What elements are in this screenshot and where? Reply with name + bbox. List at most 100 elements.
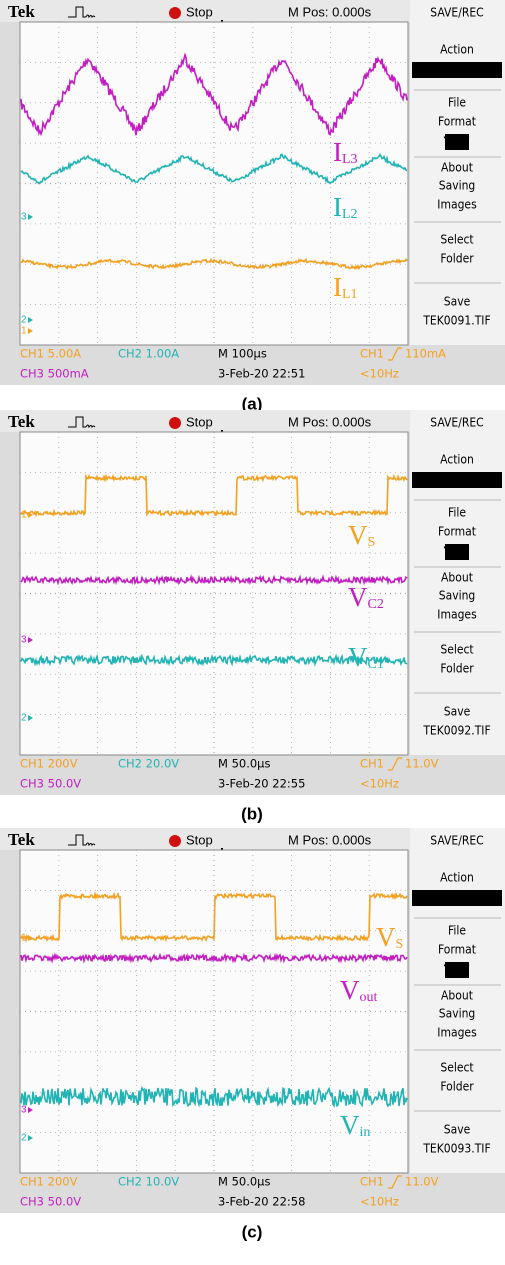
scope-panel: Tek Stop M Pos: 0.000sIL3IL2IL1321SAVE/REC… xyxy=(0,0,505,413)
menu-label: File xyxy=(448,924,466,938)
menu-value: TEK0091.TIF xyxy=(422,314,490,328)
readout: CH2 1.00A xyxy=(118,347,179,361)
waveform xyxy=(20,257,408,271)
menu-label: Saving xyxy=(439,589,476,603)
position: M Pos: 0.000s xyxy=(288,832,372,847)
readout: <10Hz xyxy=(360,367,399,381)
trace-sub: out xyxy=(360,990,378,1005)
top-bar xyxy=(0,410,410,432)
readout: <10Hz xyxy=(360,1195,399,1209)
readout: CH3 50.0V xyxy=(20,1195,81,1209)
brand: Tek xyxy=(8,2,35,21)
channel-marker: 1 xyxy=(21,933,27,944)
trace-sub: C2 xyxy=(368,597,384,612)
status: Stop xyxy=(186,832,213,847)
marker-arrow xyxy=(28,328,33,334)
readout: 3-Feb-20 22:55 xyxy=(218,777,305,791)
position: M Pos: 0.000s xyxy=(288,4,372,19)
scope-panel: Tek Stop M Pos: 0.000sVSVoutVin132SAVE/REC… xyxy=(0,828,505,1241)
marker-arrow xyxy=(28,1107,33,1113)
menu-value: TIFF xyxy=(444,135,470,149)
marker-arrow xyxy=(28,317,33,323)
menu-label: Select xyxy=(440,643,473,657)
trace-name: I xyxy=(333,192,342,222)
slope-icon xyxy=(388,347,402,361)
menu-value: TEK0092.TIF xyxy=(422,724,490,738)
menu-label: File xyxy=(448,96,466,110)
brand: Tek xyxy=(8,412,35,431)
channel-marker: 2 xyxy=(21,315,27,326)
trace-sub: L2 xyxy=(342,207,358,222)
screen xyxy=(19,849,409,1174)
readout: CH2 20.0V xyxy=(118,757,179,771)
menu-label: About xyxy=(441,989,473,1003)
menu-label: Format xyxy=(438,525,476,539)
channel-marker: 3 xyxy=(21,635,27,646)
trace-name: V xyxy=(376,922,396,952)
marker-arrow xyxy=(28,214,33,220)
stop-dot xyxy=(169,7,181,19)
waveform xyxy=(20,653,408,668)
readout: 110mA xyxy=(405,347,446,361)
readout: CH1 5.00A xyxy=(20,347,81,361)
trace-sub: L3 xyxy=(342,152,358,167)
menu-value: TIFF xyxy=(444,545,470,559)
trace-name: I xyxy=(333,137,342,167)
trace-label: Vin xyxy=(340,1110,370,1140)
menu-label: Save xyxy=(444,295,471,309)
waveform xyxy=(20,890,408,943)
status: Stop xyxy=(186,414,213,429)
marker-arrow xyxy=(28,935,33,941)
menu-value: Save Image xyxy=(425,63,489,77)
menu-label: Action xyxy=(440,871,474,885)
menu-title: SAVE/REC xyxy=(430,6,483,20)
status: Stop xyxy=(186,4,213,19)
menu-label: Folder xyxy=(440,1080,474,1094)
menu-value: Save Image xyxy=(425,473,489,487)
menu-label: Folder xyxy=(440,662,474,676)
trace-label: VS xyxy=(348,520,375,550)
readout: CH1 xyxy=(360,1175,384,1189)
trigger-icon xyxy=(68,416,96,429)
trace-label: Vout xyxy=(340,975,378,1005)
channel-marker: 1 xyxy=(21,326,27,337)
waveform xyxy=(20,952,408,964)
trace-name: V xyxy=(340,975,360,1005)
screen xyxy=(19,431,409,756)
menu-value: Save Image xyxy=(425,891,489,905)
readout: 3-Feb-20 22:58 xyxy=(218,1195,305,1209)
waveform xyxy=(20,574,408,586)
menu-label: Images xyxy=(437,608,477,622)
stop-dot xyxy=(169,417,181,429)
channel-marker: 1 xyxy=(21,510,27,521)
menu-value: TEK0093.TIF xyxy=(422,1142,490,1156)
menu-label: Select xyxy=(440,1061,473,1075)
menu-label: Saving xyxy=(439,1007,476,1021)
marker-arrow xyxy=(28,1135,33,1141)
menu-bg xyxy=(410,828,505,1173)
slope-icon xyxy=(388,1175,402,1189)
menu-value-bg xyxy=(412,890,502,906)
menu-label: Action xyxy=(440,453,474,467)
trace-sub: in xyxy=(360,1125,371,1140)
trace-name: V xyxy=(348,642,368,672)
channel-marker: 2 xyxy=(21,1133,27,1144)
menu-bg xyxy=(410,410,505,755)
readout: CH3 50.0V xyxy=(20,777,81,791)
waveform xyxy=(20,473,408,518)
menu-title: SAVE/REC xyxy=(430,834,483,848)
trace-name: V xyxy=(340,1110,360,1140)
menu-label: Images xyxy=(437,198,477,212)
menu-label: About xyxy=(441,161,473,175)
readout: 3-Feb-20 22:51 xyxy=(218,367,305,381)
waveform xyxy=(20,52,408,137)
menu-label: Save xyxy=(444,705,471,719)
menu-label: File xyxy=(448,506,466,520)
slope-icon xyxy=(388,757,402,771)
caption: (b) xyxy=(241,804,263,823)
top-bar xyxy=(0,828,410,850)
trace-name: V xyxy=(348,582,368,612)
trace-sub: S xyxy=(396,937,404,952)
readout: CH3 500mA xyxy=(20,367,89,381)
